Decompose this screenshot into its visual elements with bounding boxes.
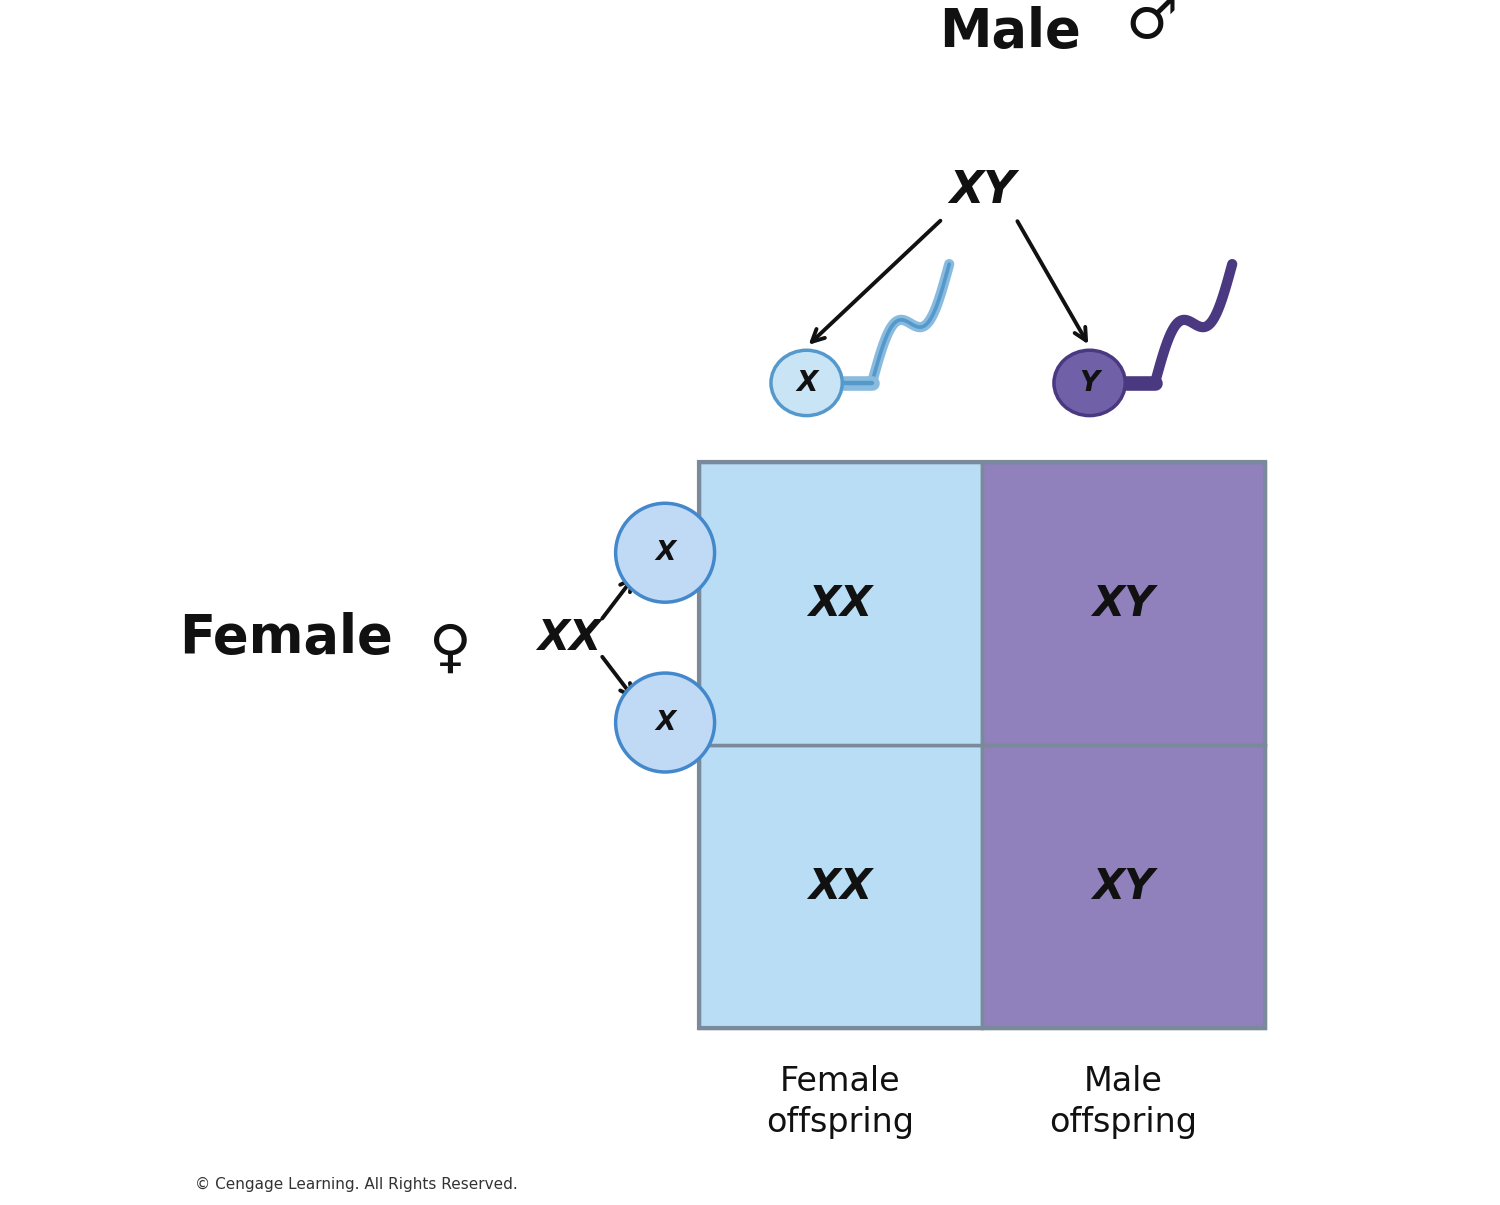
Ellipse shape [615, 674, 714, 772]
Text: © Cengage Learning. All Rights Reserved.: © Cengage Learning. All Rights Reserved. [195, 1177, 518, 1192]
Text: X: X [656, 540, 675, 565]
Text: Y: Y [1080, 369, 1100, 396]
Text: Male: Male [939, 6, 1082, 58]
Text: Female
offspring: Female offspring [766, 1065, 915, 1139]
Text: XY: XY [1092, 583, 1155, 624]
Bar [982, 463, 1264, 745]
Text: Female: Female [178, 612, 393, 664]
Text: Male
offspring: Male offspring [1050, 1065, 1197, 1139]
Text: XX: XX [808, 583, 873, 624]
Ellipse shape [1054, 351, 1125, 416]
Bar [699, 463, 1264, 1028]
Ellipse shape [771, 351, 843, 416]
Text: X: X [656, 710, 675, 735]
Ellipse shape [615, 504, 714, 602]
Text: XY: XY [950, 169, 1016, 212]
Bar [699, 463, 982, 745]
Text: ♂: ♂ [1125, 0, 1178, 49]
Text: XY: XY [1092, 865, 1155, 907]
Bar [982, 745, 1264, 1028]
Bar [699, 745, 982, 1028]
Text: ♀: ♀ [429, 621, 471, 677]
Text: XX: XX [808, 865, 873, 907]
Text: X: X [796, 369, 818, 396]
Text: XX: XX [537, 617, 602, 659]
